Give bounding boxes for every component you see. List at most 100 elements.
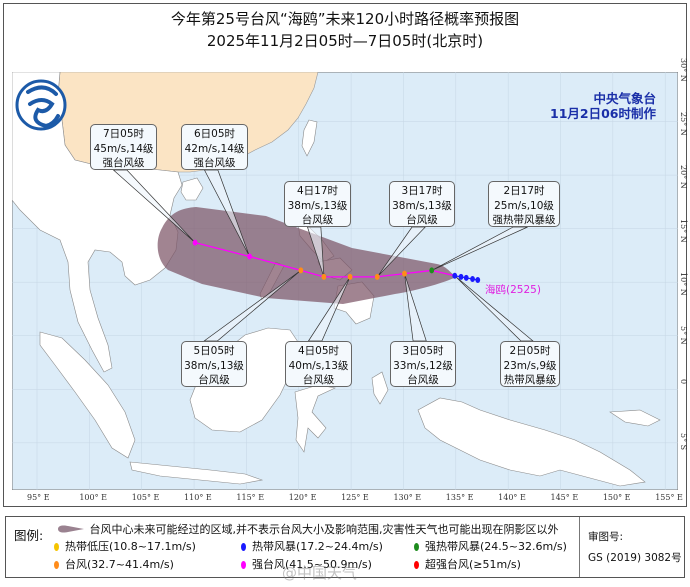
intensity-dot-icon [54, 543, 59, 551]
legend-divider [579, 517, 580, 577]
callout-time: 5日05时 [193, 345, 235, 357]
callout-time: 4日17时 [296, 185, 339, 197]
lat-label: 25° N [679, 111, 688, 136]
lat-label: 5° N [679, 325, 688, 345]
callout-wind: 38m/s,13级 [287, 199, 348, 212]
callout-level-text: 台风级 [198, 374, 230, 386]
past-track-point [470, 275, 475, 282]
forecast-point [347, 273, 353, 280]
forecast-callout: 5日05时 38m/s,13级 台风级 [181, 341, 247, 387]
forecast-callout: 2日05时 23m/s,9级 热带风暴级 [500, 341, 560, 387]
land-hainan [180, 177, 204, 201]
forecast-point [402, 270, 407, 277]
lat-label: 30° N [679, 58, 688, 82]
legend-item-label: 强热带风暴(24.5~32.6m/s) [425, 540, 567, 553]
callout-level-text: 热带风暴级 [503, 374, 557, 386]
legend-title: 图例: [14, 528, 44, 543]
legend-item-label: 台风(32.7~41.4m/s) [65, 558, 174, 571]
callout-wind: 40m/s,13级 [288, 359, 349, 372]
intensity-dot-icon [241, 561, 246, 569]
typhoon-track-map [12, 72, 678, 490]
land-new-guinea [417, 397, 646, 487]
callout-time: 7日05时 [102, 128, 145, 140]
callout-level-text: 台风级 [302, 374, 335, 386]
forecast-callout: 7日05时 45m/s,14级 强台风级 [90, 124, 157, 170]
legend-item: 热带风暴(17.2~24.4m/s) [241, 538, 383, 554]
callout-wind: 45m/s,14级 [93, 142, 154, 155]
callout-leader [112, 169, 196, 243]
track-points [192, 239, 481, 284]
callout-wind: 25m/s,10级 [494, 199, 554, 212]
callout-leader [431, 226, 528, 271]
callout-wind: 23m/s,9级 [503, 359, 557, 372]
legend-item-label: 强台风(41.5~50.9m/s) [252, 558, 372, 571]
lon-label: 130° E [393, 493, 422, 502]
forecast-point [247, 253, 252, 260]
legend: 图例: 台风中心未来可能经过的区域,并不表示台风大小及影响范围,灾害性天气也可能… [5, 516, 685, 578]
lon-label: 150° E [602, 493, 631, 502]
lon-label: 145° E [550, 493, 579, 502]
map-title: 今年第25号台风“海鸥”未来120小时路径概率预报图 [170, 10, 520, 28]
lon-label: 135° E [445, 493, 474, 502]
legend-item: 强热带风暴(24.5~32.6m/s) [414, 538, 567, 554]
callout-level-text: 强热带风暴级 [492, 214, 556, 226]
lon-label: 100° E [79, 493, 107, 502]
callout-time: 2日05时 [509, 345, 551, 357]
callout-time: 6日05时 [193, 128, 236, 140]
forecast-point [298, 267, 304, 274]
forecast-callout: 6日05时 42m/s,14级 强台风级 [181, 124, 248, 170]
forecast-point [429, 267, 435, 274]
forecast-point [452, 272, 458, 279]
callout-leader [203, 169, 250, 257]
land-taiwan [301, 119, 318, 157]
callout-time: 2日17时 [503, 185, 545, 197]
land-java [129, 461, 264, 485]
land-halmahera [371, 371, 389, 405]
forecast-callout: 3日05时 33m/s,12级 台风级 [390, 341, 456, 387]
forecast-callout: 4日17时 38m/s,13级 台风级 [284, 181, 351, 227]
callout-level-text: 台风级 [301, 214, 334, 226]
callout-leader [376, 226, 427, 278]
cone-swatch-icon [58, 525, 84, 533]
callout-level-text: 台风级 [407, 374, 439, 386]
land-sumatra [39, 331, 136, 459]
lon-label: 155° E [655, 493, 683, 502]
past-track-point [463, 274, 469, 281]
lon-label: 140° E [498, 493, 526, 502]
forecast-point [192, 239, 198, 246]
callout-level-text: 强台风级 [193, 157, 236, 169]
callout-time: 3日05时 [402, 345, 444, 357]
callout-leaders [112, 169, 534, 342]
legend-item: 台风(32.7~41.4m/s) [54, 556, 174, 572]
callout-time: 3日17时 [401, 185, 443, 197]
lon-label: 110° E [184, 493, 212, 502]
figure-frame [3, 3, 687, 507]
forecast-point [321, 273, 327, 280]
callout-wind: 42m/s,14级 [184, 142, 245, 155]
land-sulawesi [294, 384, 336, 453]
lon-label: 105° E [131, 493, 160, 502]
lat-label: 15° N [679, 218, 688, 243]
legend-item-label: 超强台风(≥51m/s) [425, 558, 521, 571]
legend-item: 强台风(41.5~50.9m/s) [241, 556, 372, 572]
lat-label: 20° N [679, 165, 688, 189]
forecast-point [374, 273, 380, 280]
intensity-dot-icon [414, 561, 419, 569]
legend-cone-note: 台风中心未来可能经过的区域,并不表示台风大小及影响范围,灾害性天气也可能出现在阴… [56, 521, 559, 537]
intensity-dot-icon [54, 561, 59, 569]
legend-item-label: 热带风暴(17.2~24.4m/s) [252, 540, 383, 553]
lon-label: 120° E [288, 493, 317, 502]
intensity-dot-icon [241, 543, 246, 551]
lon-label: 95° E [27, 493, 50, 502]
map-subtitle: 2025年11月2日05时—7日05时(北京时) [206, 32, 484, 50]
callout-leader [306, 226, 325, 277]
legend-item: 热带低压(10.8~17.1m/s) [54, 538, 196, 554]
callout-wind: 33m/s,12级 [393, 359, 453, 372]
callout-wind: 38m/s,13级 [392, 199, 452, 212]
review-number: GS (2019) 3082号 [588, 552, 682, 564]
lon-label: 125° E [341, 493, 369, 502]
callout-time: 4日05时 [297, 345, 340, 357]
callout-wind: 38m/s,13级 [184, 359, 244, 372]
issue-time: 11月2日06时制作 [550, 106, 656, 121]
lon-label: 115° E [236, 493, 265, 502]
